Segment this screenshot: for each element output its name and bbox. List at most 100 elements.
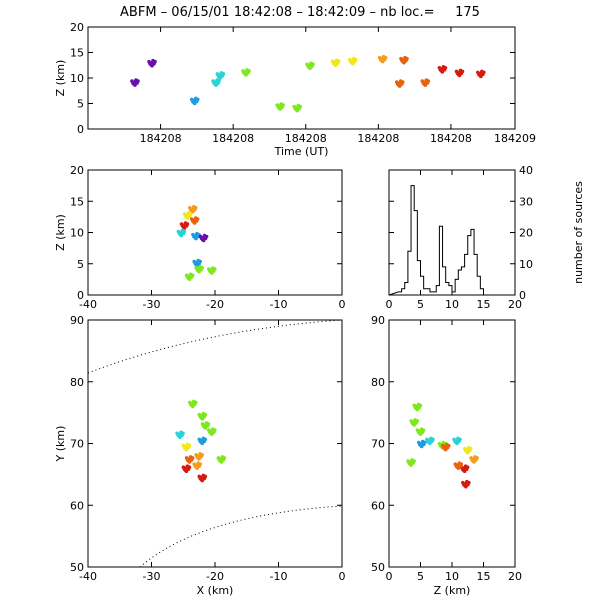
z-tick-label: 15	[477, 570, 491, 583]
z-y-panel-frame	[388, 319, 516, 568]
source-dot	[187, 443, 192, 448]
count-tick-label: 40	[519, 164, 533, 177]
time-axis-label: Time (UT)	[274, 145, 329, 158]
x-tick-label: -20	[206, 570, 224, 583]
source-dot	[179, 222, 184, 226]
x-tick-label: -10	[270, 298, 288, 311]
source-cluster	[399, 55, 409, 65]
source-dot	[383, 55, 388, 60]
source-dot	[204, 234, 209, 239]
source-cluster	[469, 455, 479, 464]
y-tick-label: 50	[371, 561, 385, 574]
source-cluster	[194, 452, 204, 461]
source-cluster	[192, 258, 203, 268]
x-axis-label: X (km)	[197, 584, 234, 597]
source-dot	[394, 80, 399, 84]
source-cluster	[191, 231, 201, 241]
chart-title: ABFM – 06/15/01 18:42:08 – 18:42:09 – nb…	[120, 5, 480, 20]
source-dot	[482, 70, 486, 75]
z-tick-label: 20	[508, 570, 522, 583]
source-dot	[184, 469, 189, 474]
source-dot	[467, 480, 471, 485]
source-dot	[459, 462, 464, 466]
time-tick-label: 184208	[357, 132, 399, 145]
source-dot	[182, 229, 187, 234]
source-dot	[194, 265, 198, 270]
z-tick-label: 0	[77, 123, 84, 136]
source-cluster	[377, 54, 388, 64]
source-cluster	[275, 102, 285, 111]
source-dot	[400, 80, 405, 84]
source-dot	[468, 446, 473, 451]
x-tick-label: -20	[206, 298, 224, 311]
source-dot	[479, 74, 483, 79]
source-dot	[275, 103, 279, 107]
source-dot	[333, 63, 338, 67]
y-tick-label: 60	[371, 499, 385, 512]
source-dot	[347, 57, 352, 62]
source-dot	[213, 267, 217, 271]
source-dot	[217, 79, 221, 83]
source-cluster	[292, 103, 303, 113]
histogram-bars	[388, 185, 484, 296]
source-dot	[200, 453, 204, 457]
source-dot	[452, 437, 456, 442]
source-cluster	[347, 56, 358, 66]
source-dot	[462, 469, 467, 474]
source-dot	[443, 66, 448, 70]
source-dot	[440, 443, 445, 448]
source-dot	[193, 205, 198, 210]
x-tick-label: -40	[79, 298, 97, 311]
source-dot	[184, 273, 189, 278]
reference-arc	[139, 505, 343, 568]
source-dot	[193, 400, 198, 405]
source-dot	[207, 267, 211, 271]
source-cluster	[130, 78, 140, 87]
x-tick-label: -30	[143, 570, 161, 583]
x-tick-label: -40	[79, 570, 97, 583]
source-cluster	[211, 78, 221, 87]
source-dot	[147, 59, 151, 64]
z-tick-label: 5	[77, 98, 84, 111]
source-dot	[184, 456, 189, 460]
source-cluster	[184, 455, 195, 464]
source-cluster	[215, 71, 226, 80]
x-tick-label: 0	[339, 570, 346, 583]
source-cluster	[189, 216, 200, 225]
source-dot	[446, 443, 451, 448]
source-dot	[458, 437, 462, 442]
x-z-panel-frame	[87, 169, 343, 296]
source-dot	[380, 59, 385, 64]
source-cluster	[420, 78, 431, 87]
source-dot	[178, 435, 182, 440]
source-dot	[181, 431, 185, 436]
source-dot	[419, 444, 424, 449]
source-dot	[179, 233, 184, 238]
source-dot	[409, 463, 413, 467]
source-cluster	[179, 221, 190, 230]
source-dot	[412, 403, 417, 408]
source-dot	[456, 466, 461, 470]
source-cluster	[189, 96, 200, 106]
source-dot	[190, 404, 195, 409]
source-dot	[190, 273, 195, 278]
source-dot	[416, 440, 421, 445]
x-tick-label: 0	[339, 298, 346, 311]
x-tick-label: 20	[508, 298, 522, 311]
source-dot	[198, 234, 203, 239]
source-dot	[464, 484, 468, 489]
source-dot	[295, 108, 300, 113]
source-dot	[278, 107, 282, 111]
source-cluster	[415, 427, 426, 436]
source-dot	[476, 70, 480, 75]
source-cluster	[416, 439, 427, 449]
source-dot	[203, 474, 208, 479]
source-dot	[187, 277, 192, 282]
source-dot	[244, 73, 248, 77]
source-dot	[198, 462, 203, 466]
source-cluster	[305, 61, 315, 71]
source-dot	[241, 69, 245, 73]
source-dot	[197, 437, 202, 442]
source-dot	[197, 412, 202, 417]
y-tick-label: 90	[70, 314, 84, 327]
